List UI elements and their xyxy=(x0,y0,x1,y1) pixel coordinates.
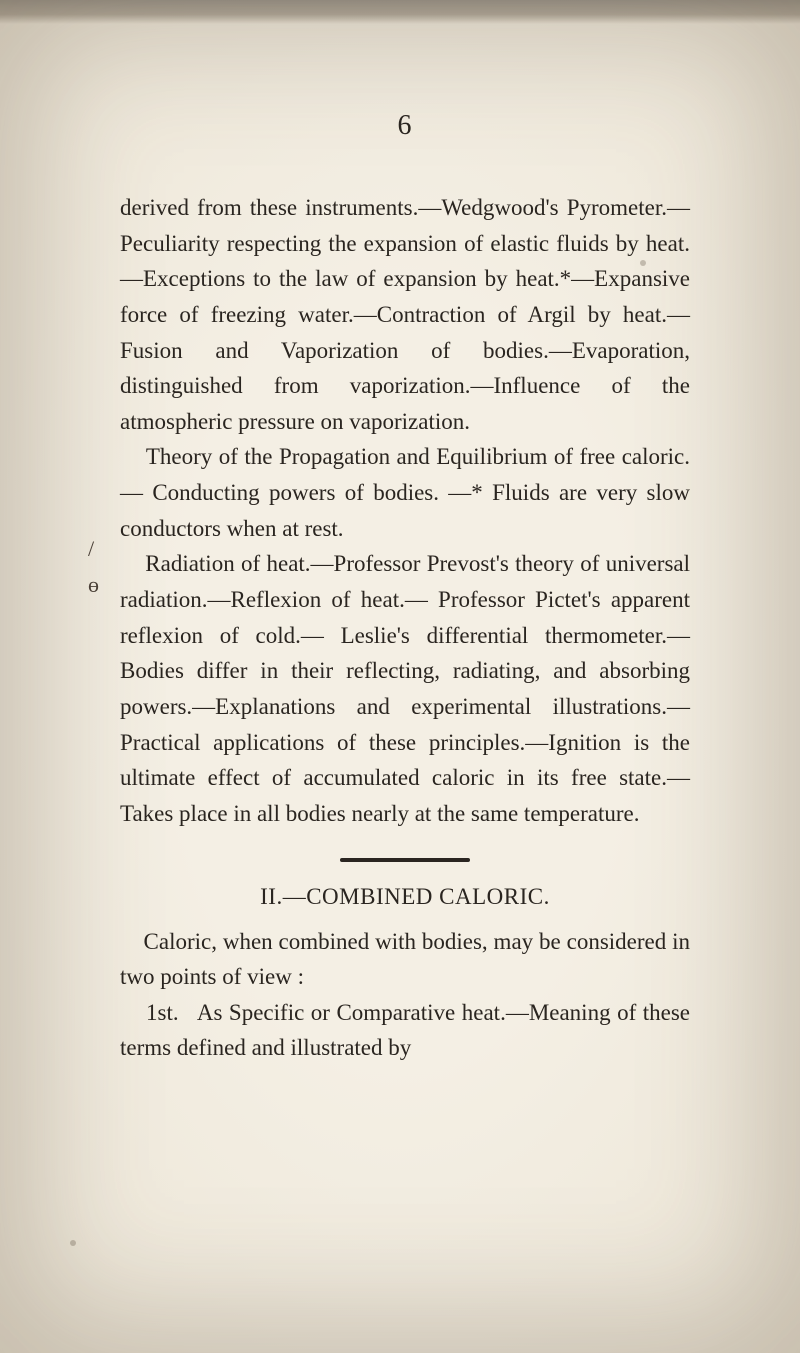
paragraph-4: Caloric, when combined with bodies, may … xyxy=(120,924,690,995)
paragraph-5: 1st. As Specific or Comparative heat.—Me… xyxy=(120,995,690,1066)
paragraph-2: Theory of the Propagation and Equilibriu… xyxy=(120,439,690,546)
paper-speck xyxy=(640,260,646,266)
section-divider xyxy=(340,858,470,862)
margin-mark-slash: / xyxy=(88,536,94,562)
section-heading: II.—COMBINED CALORIC. xyxy=(120,884,690,910)
scanned-page: 6 / ɵ derived from these instruments.—We… xyxy=(0,0,800,1353)
margin-mark-theta: ɵ xyxy=(88,572,99,598)
paper-speck xyxy=(70,1240,76,1246)
paragraph-1: derived from these instruments.—Wedgwood… xyxy=(120,190,690,439)
paragraph-3: Radiation of heat.—Professor Prevost's t… xyxy=(120,546,690,831)
page-number: 6 xyxy=(120,110,690,142)
